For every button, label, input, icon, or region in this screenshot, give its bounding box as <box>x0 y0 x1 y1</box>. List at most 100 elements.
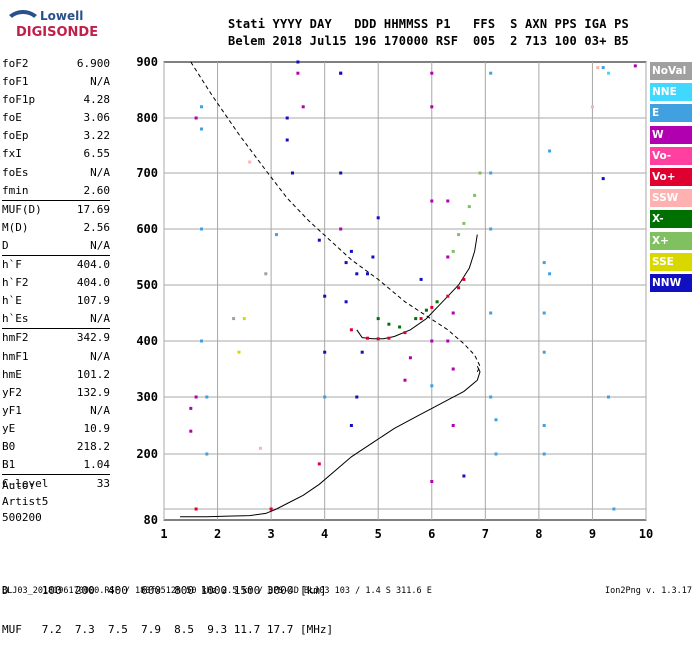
echo-point <box>285 116 289 120</box>
echo-point <box>457 233 461 237</box>
echo-point <box>424 308 428 312</box>
param-name: D <box>2 238 9 252</box>
param-value: 132.9 <box>76 385 110 399</box>
echo-point <box>205 395 209 399</box>
echo-point <box>430 305 434 309</box>
param-row: h`F 404.0 <box>2 256 110 274</box>
param-value: 107.9 <box>76 294 110 308</box>
echo-point <box>457 286 461 290</box>
echo-point <box>349 249 353 253</box>
param-name: foF1p <box>2 93 36 107</box>
echo-point <box>349 328 353 332</box>
param-value: N/A <box>90 75 110 89</box>
x-tick-label: 5 <box>375 527 382 541</box>
echo-point <box>467 205 471 209</box>
echo-point <box>339 171 343 175</box>
ionogram-chart: 1 2 3 4 5 6 7 8 9 10 80 200 300 400 500 600 700 800 900 <box>136 55 653 541</box>
param-value: 4.28 <box>83 93 111 107</box>
echo-point <box>607 395 610 399</box>
auto-label: Auto: <box>2 479 36 492</box>
echo-point <box>446 339 450 343</box>
logo-line1: Lowell <box>40 9 84 23</box>
echo-point <box>366 272 369 276</box>
x-tick-label: 9 <box>589 527 596 541</box>
echo-point <box>376 337 380 341</box>
param-row: foEs N/A <box>2 164 110 182</box>
x-tick-label: 6 <box>428 527 435 541</box>
echo-point <box>542 261 546 265</box>
param-value: 2.60 <box>83 183 111 197</box>
logo-arc <box>4 10 42 42</box>
y-tick-label: 600 <box>136 222 158 236</box>
distance-row: D 100 200 400 600 800 1000 1500 3000 [km… <box>2 584 327 597</box>
param-row: yE 10.9 <box>2 420 110 438</box>
echo-point <box>446 255 450 259</box>
logo-line2: DIGISONDE <box>16 25 99 40</box>
echo-point <box>296 71 300 75</box>
echo-point <box>596 66 600 70</box>
echo-point <box>301 105 305 109</box>
echo-point <box>200 127 203 131</box>
legend-item: Vo+ <box>650 167 692 186</box>
y-tick-label: 400 <box>136 334 158 348</box>
scaled-parameters: foF2 6.900 foF1 N/A foF1p 4.28 foE 3.06 foEp 3.22… <box>2 55 110 493</box>
param-row: yF2 132.9 <box>2 384 110 402</box>
x-tick-label: 8 <box>535 527 542 541</box>
param-row: h`E 107.9 <box>2 292 110 310</box>
echo-point <box>548 272 552 276</box>
echo-point <box>194 395 198 399</box>
echo-point <box>489 395 493 399</box>
echo-point <box>542 452 546 456</box>
param-name: B0 <box>2 439 16 453</box>
y-tick-label: 800 <box>136 111 158 125</box>
y-tick-label: 700 <box>136 166 158 180</box>
echo-point <box>317 462 321 466</box>
echo-point <box>478 171 482 175</box>
echo-point <box>451 424 455 427</box>
param-value: 1.04 <box>83 458 111 472</box>
echo-point <box>414 317 418 321</box>
echo-point <box>189 429 193 433</box>
legend-item: Vo- <box>650 146 692 165</box>
echo-point <box>200 339 203 343</box>
echo-point <box>403 331 407 335</box>
param-row: fmin 2.60 <box>2 182 110 200</box>
param-value: 10.9 <box>83 421 111 435</box>
echo-point <box>194 116 198 120</box>
echo-point <box>446 294 450 298</box>
param-name: foF2 <box>2 57 29 70</box>
echo-point <box>323 294 327 298</box>
muf-distance-table: D 100 200 400 600 800 1000 1500 3000 [km… <box>2 558 333 649</box>
echo-point <box>451 367 455 371</box>
param-row: yF1 N/A <box>2 402 110 420</box>
param-name: B1 <box>2 458 16 472</box>
muf-row: MUF 7.2 7.3 7.5 7.9 8.5 9.3 11.7 17.7 [M… <box>2 623 334 636</box>
echo-point <box>601 66 605 70</box>
echo-point <box>601 177 605 181</box>
param-name: h`E <box>2 294 22 308</box>
param-name: M(D) <box>2 220 29 234</box>
header-row2: Belem 2018 Jul15 196 170000 RSF 005 2 71… <box>228 34 629 48</box>
param-separator <box>2 199 110 201</box>
echo-point <box>264 272 268 276</box>
param-value: 6.55 <box>83 147 111 161</box>
legend-item: X+ <box>650 231 692 250</box>
echo-point <box>205 452 209 456</box>
param-name: yF2 <box>2 385 22 399</box>
echo-point <box>296 60 300 64</box>
param-value: 3.06 <box>83 111 111 125</box>
param-row: foEp 3.22 <box>2 127 110 145</box>
param-value: N/A <box>90 238 110 252</box>
param-row: hmF2 342.9 <box>2 329 110 347</box>
echo-point <box>473 193 477 197</box>
y-tick-label: 200 <box>136 447 158 461</box>
echo-point <box>462 221 466 225</box>
auto-software: Artist5 <box>2 495 49 508</box>
echo-point <box>200 227 203 231</box>
echo-point <box>419 317 423 321</box>
echo-point <box>633 64 637 68</box>
param-separator <box>2 255 110 257</box>
echo-point <box>349 424 353 427</box>
param-name: h`Es <box>2 312 29 326</box>
echo-point <box>387 322 391 326</box>
